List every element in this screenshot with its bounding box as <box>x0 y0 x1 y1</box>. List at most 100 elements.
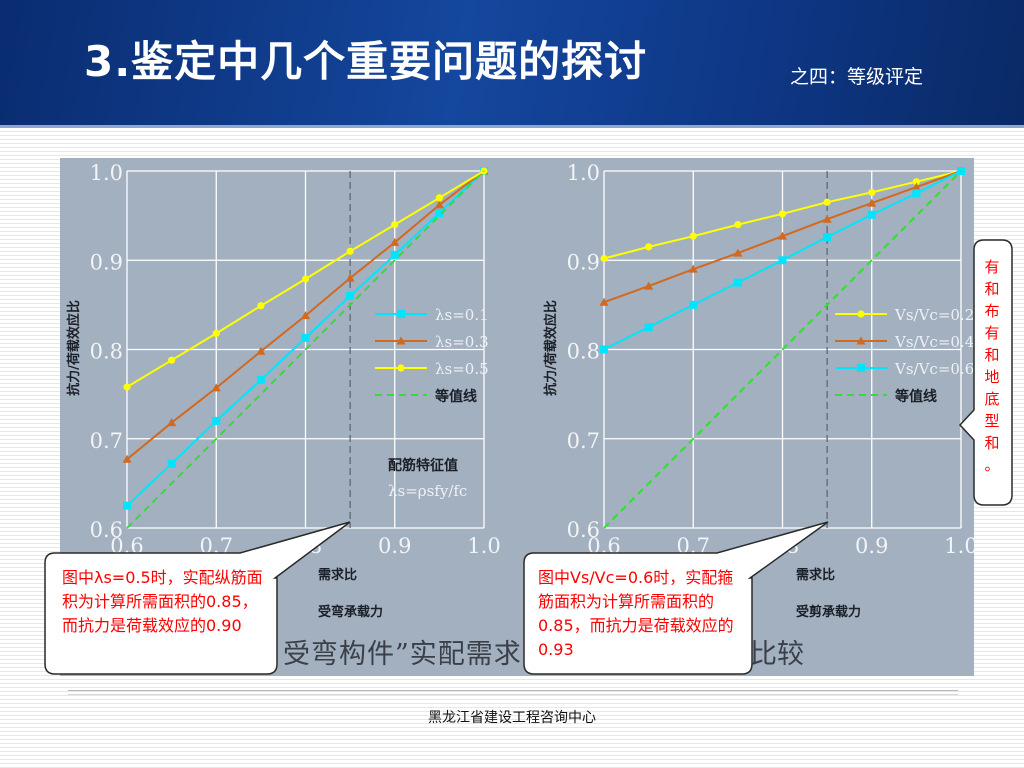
data-point <box>346 247 354 255</box>
data-point <box>822 214 832 223</box>
data-point <box>212 416 221 425</box>
data-point <box>211 383 221 392</box>
side-note-char: 和 <box>984 280 1000 298</box>
x-tick-label: 0.6 <box>110 534 143 558</box>
data-point <box>867 198 877 207</box>
legend-marker <box>397 310 405 318</box>
figure-caption-left: 受弯构件”实配需求比 <box>283 639 550 670</box>
side-note-char: 和 <box>984 434 1000 452</box>
footer-divider-secondary <box>68 694 958 695</box>
data-point <box>733 278 742 287</box>
legend-marker <box>857 364 865 372</box>
annotation-formula: λs=ρsfy/fc <box>388 482 467 500</box>
data-point <box>867 210 876 219</box>
figure-caption-right: 比较 <box>750 639 804 670</box>
data-point <box>301 333 310 342</box>
data-point <box>123 501 131 510</box>
hidden-axis-label: 受弯承载力 <box>318 604 383 620</box>
data-point <box>600 254 608 263</box>
slide-title: 3.鉴定中几个重要问题的探讨 <box>84 37 648 86</box>
legend-label: λs=0.5 <box>435 360 489 378</box>
footer-divider <box>68 690 958 691</box>
data-point <box>911 182 921 191</box>
series-line <box>126 170 485 529</box>
series-line <box>603 170 962 529</box>
data-point <box>644 281 654 290</box>
legend-marker <box>396 336 406 345</box>
x-tick-label: 1.0 <box>944 534 974 558</box>
data-point <box>778 231 787 240</box>
data-point <box>644 323 653 332</box>
data-point <box>167 418 177 427</box>
data-point <box>168 356 176 364</box>
side-note-char: 有 <box>984 258 1000 276</box>
figure-caption: 受弯构件”实配需求比 <box>283 632 550 671</box>
chart-1 <box>122 166 489 529</box>
callout-text: 图中λs=0.5时，实配纵筋面积为计算所需面积的0.85，而抗力是荷载效应的0.… <box>62 568 263 635</box>
data-point <box>434 200 444 209</box>
data-point <box>301 311 310 320</box>
data-point <box>778 210 787 218</box>
y-axis-label: 抗力/荷载效应比 <box>66 300 82 396</box>
data-point <box>689 300 698 309</box>
y-tick-label: 1.0 <box>90 161 123 185</box>
legend-label: 等值线 <box>435 388 477 405</box>
hidden-axis-label: 需求比 <box>318 567 357 583</box>
y-tick-label: 0.7 <box>90 429 123 453</box>
y-tick-label: 0.7 <box>567 429 600 453</box>
slide-subtitle: 之四：等级评定 <box>790 66 924 88</box>
legend-label: Vs/Vc=0.6 <box>894 360 974 378</box>
side-note: 有和布有和地底型和。 <box>974 256 1010 476</box>
data-point <box>257 302 265 310</box>
data-point <box>778 256 787 265</box>
data-point <box>390 250 399 259</box>
legend-label: λs=0.1 <box>435 306 489 324</box>
data-point <box>345 273 355 282</box>
data-point <box>391 220 399 229</box>
y-tick-label: 0.9 <box>90 250 123 274</box>
x-tick-label: 1.0 <box>467 534 500 558</box>
legend-marker <box>856 336 866 345</box>
legend-label: Vs/Vc=0.4 <box>894 333 974 351</box>
data-point <box>733 248 743 257</box>
chart-2 <box>599 166 966 529</box>
data-point <box>435 194 443 202</box>
data-point <box>390 237 400 246</box>
data-point <box>688 264 698 273</box>
legend-label: 等值线 <box>895 388 937 405</box>
hidden-axis-label: 需求比 <box>796 567 835 583</box>
side-note-char: 。 <box>984 456 1000 474</box>
side-note-char: 底 <box>984 390 1000 408</box>
data-point <box>301 275 310 283</box>
legend-label: Vs/Vc=0.2 <box>894 306 974 324</box>
x-tick-label: 0.6 <box>587 534 620 558</box>
data-point <box>823 233 832 242</box>
y-tick-label: 0.8 <box>90 340 123 364</box>
side-note-char: 有 <box>984 324 1000 342</box>
data-point <box>689 232 697 240</box>
data-point <box>123 383 131 391</box>
y-tick-label: 0.9 <box>567 250 600 274</box>
legend-label: λs=0.3 <box>435 333 489 351</box>
data-point <box>645 243 653 251</box>
data-point <box>256 375 265 384</box>
side-note-char: 和 <box>984 346 1000 364</box>
data-point <box>599 297 609 306</box>
footer-organization: 黑龙江省建设工程咨询中心 <box>428 710 596 726</box>
x-tick-label: 0.8 <box>289 534 322 558</box>
annotation-title: 配筋特征值 <box>388 457 458 474</box>
legend-marker <box>397 364 405 372</box>
data-point <box>734 220 742 229</box>
data-point <box>167 459 176 468</box>
side-note-char: 型 <box>984 412 1000 430</box>
title-banner: 3.鉴定中几个重要问题的探讨 之四：等级评定 <box>0 0 1024 128</box>
data-point <box>823 198 831 206</box>
x-tick-label: 0.9 <box>855 534 888 558</box>
hidden-axis-label: 受剪承载力 <box>796 604 861 620</box>
callout-text: 图中Vs/Vc=0.6时，实配箍筋面积为计算所需面积的0.85，而抗力是荷载效应… <box>538 568 734 659</box>
y-tick-label: 0.8 <box>567 340 600 364</box>
x-tick-label: 0.8 <box>766 534 799 558</box>
data-point <box>122 454 132 463</box>
y-axis-label: 抗力/荷载效应比 <box>543 300 559 396</box>
data-point <box>435 208 444 217</box>
